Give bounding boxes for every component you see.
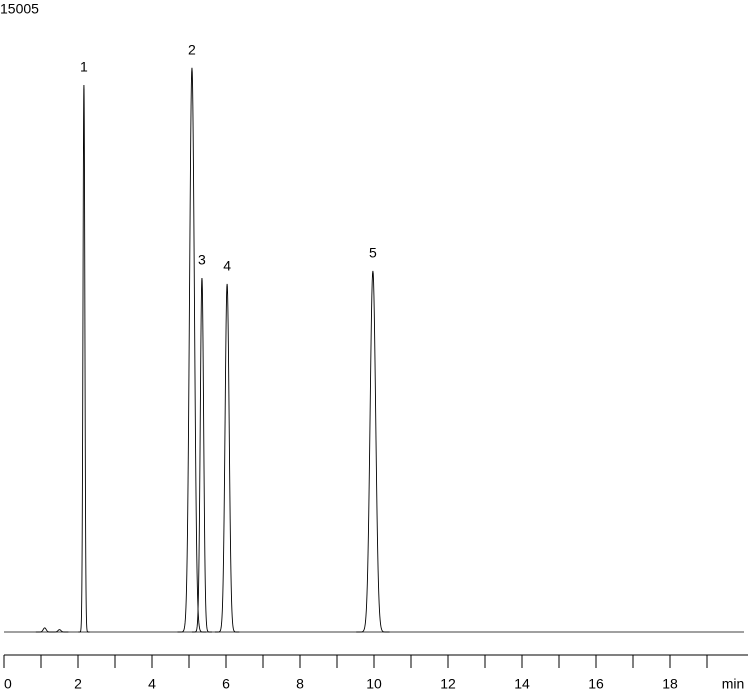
- x-tick-label: 2: [74, 676, 82, 692]
- peak-label: 5: [369, 245, 377, 261]
- peak: [35, 627, 54, 633]
- peak-label: 3: [198, 252, 206, 268]
- peak: [214, 283, 240, 633]
- x-tick-label: 14: [514, 676, 530, 692]
- peak: [191, 277, 212, 633]
- x-tick-label: 8: [296, 676, 304, 692]
- peak-label: 1: [80, 59, 88, 75]
- peak: [50, 629, 69, 633]
- x-tick-label: 10: [366, 676, 382, 692]
- peak-label: 4: [223, 258, 231, 274]
- x-tick-label: 18: [662, 676, 678, 692]
- x-tick-label: 12: [440, 676, 456, 692]
- x-axis-label: min: [722, 676, 745, 692]
- peak: [177, 67, 207, 633]
- peak: [356, 270, 390, 633]
- peak-label: 2: [188, 42, 196, 58]
- chart-title: 15005: [0, 1, 39, 17]
- peak: [78, 84, 90, 633]
- x-tick-label: 6: [222, 676, 230, 692]
- x-tick-label: 4: [148, 676, 156, 692]
- x-tick-label: 16: [588, 676, 604, 692]
- x-tick-label: 0: [4, 676, 12, 692]
